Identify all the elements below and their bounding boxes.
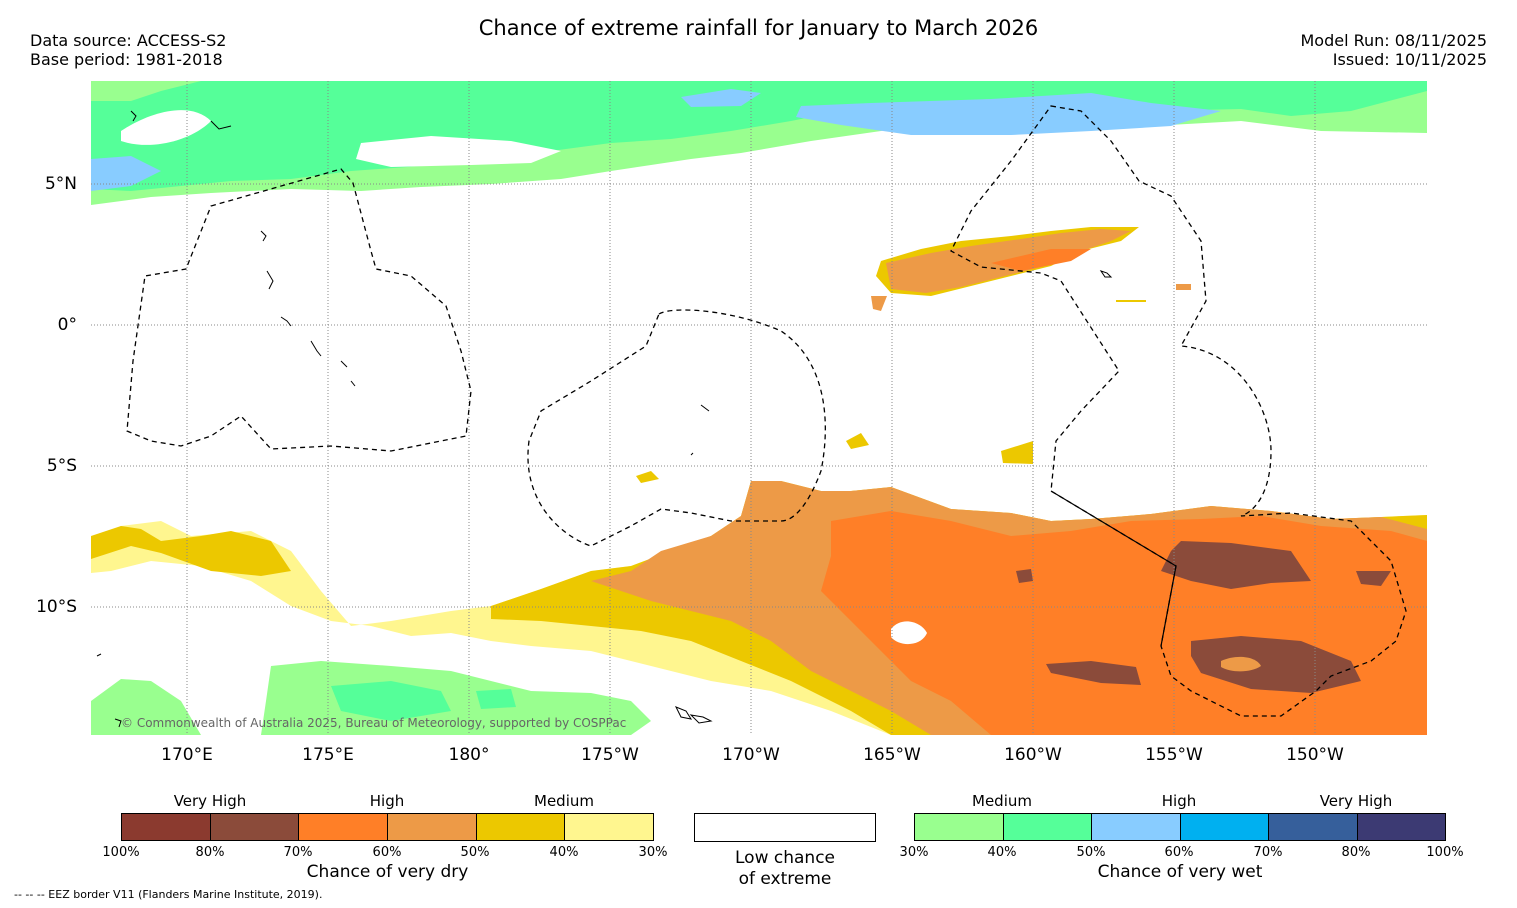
wet-swatch-3 bbox=[1092, 814, 1181, 840]
islands bbox=[96, 110, 1113, 728]
dry-tick: 60% bbox=[372, 845, 402, 860]
dry-medium-label: Medium bbox=[534, 792, 594, 810]
wet-colorbar bbox=[914, 813, 1446, 841]
base-period-text: Base period: 1981-2018 bbox=[30, 50, 223, 69]
dry-region-south bbox=[91, 481, 1427, 735]
low-chance-label: Low chance of extreme bbox=[694, 848, 876, 890]
dry-tick: 70% bbox=[283, 845, 313, 860]
dry-swatch-5 bbox=[476, 814, 566, 840]
dry-very-high-label: Very High bbox=[173, 792, 247, 810]
dry-legend-title: Chance of very dry bbox=[306, 862, 469, 882]
wet-tick: 40% bbox=[987, 845, 1017, 860]
issued-text: Issued: 10/11/2025 bbox=[1332, 50, 1487, 69]
run-info: Model Run: 08/11/2025 Issued: 10/11/2025 bbox=[1301, 31, 1488, 69]
lat-label-5s: 5°S bbox=[46, 456, 77, 476]
lat-label-10s: 10°S bbox=[36, 597, 77, 617]
lon-label-150w: 150°W bbox=[1286, 745, 1344, 765]
lon-label-180: 180° bbox=[448, 745, 490, 765]
dry-colorbar bbox=[121, 813, 654, 841]
data-source-text: Data source: ACCESS-S2 bbox=[30, 31, 227, 50]
lon-label-155w: 155°W bbox=[1145, 745, 1203, 765]
graticule bbox=[91, 81, 1427, 735]
dry-tick: 80% bbox=[195, 845, 225, 860]
wet-swatch-4 bbox=[1180, 814, 1269, 840]
wet-swatch-6 bbox=[1357, 814, 1445, 840]
lon-label-160w: 160°W bbox=[1004, 745, 1062, 765]
lat-label-0: 0° bbox=[57, 315, 77, 335]
wet-region-south bbox=[91, 661, 651, 735]
wet-high-label: High bbox=[1161, 792, 1197, 810]
rainfall-map bbox=[91, 81, 1427, 735]
wet-very-high-label: Very High bbox=[1319, 792, 1393, 810]
eez-borders bbox=[126, 105, 1407, 717]
eez-note: -- -- -- EEZ border V11 (Flanders Marine… bbox=[14, 888, 323, 901]
copyright-text: © Commonwealth of Australia 2025, Bureau… bbox=[121, 716, 627, 730]
lon-label-170e: 170°E bbox=[161, 745, 213, 765]
data-info: Data source: ACCESS-S2 Base period: 1981… bbox=[30, 31, 226, 69]
wet-tick: 80% bbox=[1341, 845, 1371, 860]
wet-tick: 70% bbox=[1253, 845, 1283, 860]
low-chance-line2: of extreme bbox=[738, 869, 832, 889]
wet-legend-title: Chance of very wet bbox=[1097, 862, 1263, 882]
boundary-line bbox=[1050, 490, 1177, 647]
dry-region-north bbox=[636, 227, 1191, 483]
wet-tick: 30% bbox=[899, 845, 929, 860]
lon-label-175e: 175°E bbox=[302, 745, 354, 765]
wet-tick: 100% bbox=[1426, 845, 1464, 860]
wet-medium-label: Medium bbox=[972, 792, 1032, 810]
dry-high-label: High bbox=[369, 792, 405, 810]
dry-tick: 100% bbox=[102, 845, 140, 860]
dry-tick: 50% bbox=[460, 845, 490, 860]
low-chance-swatch bbox=[694, 813, 876, 842]
low-chance-line1: Low chance bbox=[735, 848, 835, 868]
dry-tick: 40% bbox=[549, 845, 579, 860]
dry-swatch-6 bbox=[565, 814, 654, 840]
dry-swatch-2 bbox=[210, 814, 300, 840]
dry-swatch-4 bbox=[388, 814, 477, 840]
lat-label-5n: 5°N bbox=[44, 174, 77, 194]
lon-label-170w: 170°W bbox=[722, 745, 780, 765]
lon-label-165w: 165°W bbox=[863, 745, 921, 765]
lon-label-175w: 175°W bbox=[581, 745, 639, 765]
wet-region-north bbox=[91, 81, 1427, 205]
dry-swatch-3 bbox=[299, 814, 389, 840]
model-run-text: Model Run: 08/11/2025 bbox=[1300, 31, 1488, 50]
wet-swatch-2 bbox=[1003, 814, 1092, 840]
wet-tick: 60% bbox=[1164, 845, 1194, 860]
wet-swatch-1 bbox=[915, 814, 1004, 840]
wet-swatch-5 bbox=[1269, 814, 1358, 840]
map-title: Chance of extreme rainfall for January t… bbox=[478, 16, 1039, 40]
wet-tick: 50% bbox=[1076, 845, 1106, 860]
dry-swatch-1 bbox=[122, 814, 211, 840]
dry-tick: 30% bbox=[638, 845, 668, 860]
